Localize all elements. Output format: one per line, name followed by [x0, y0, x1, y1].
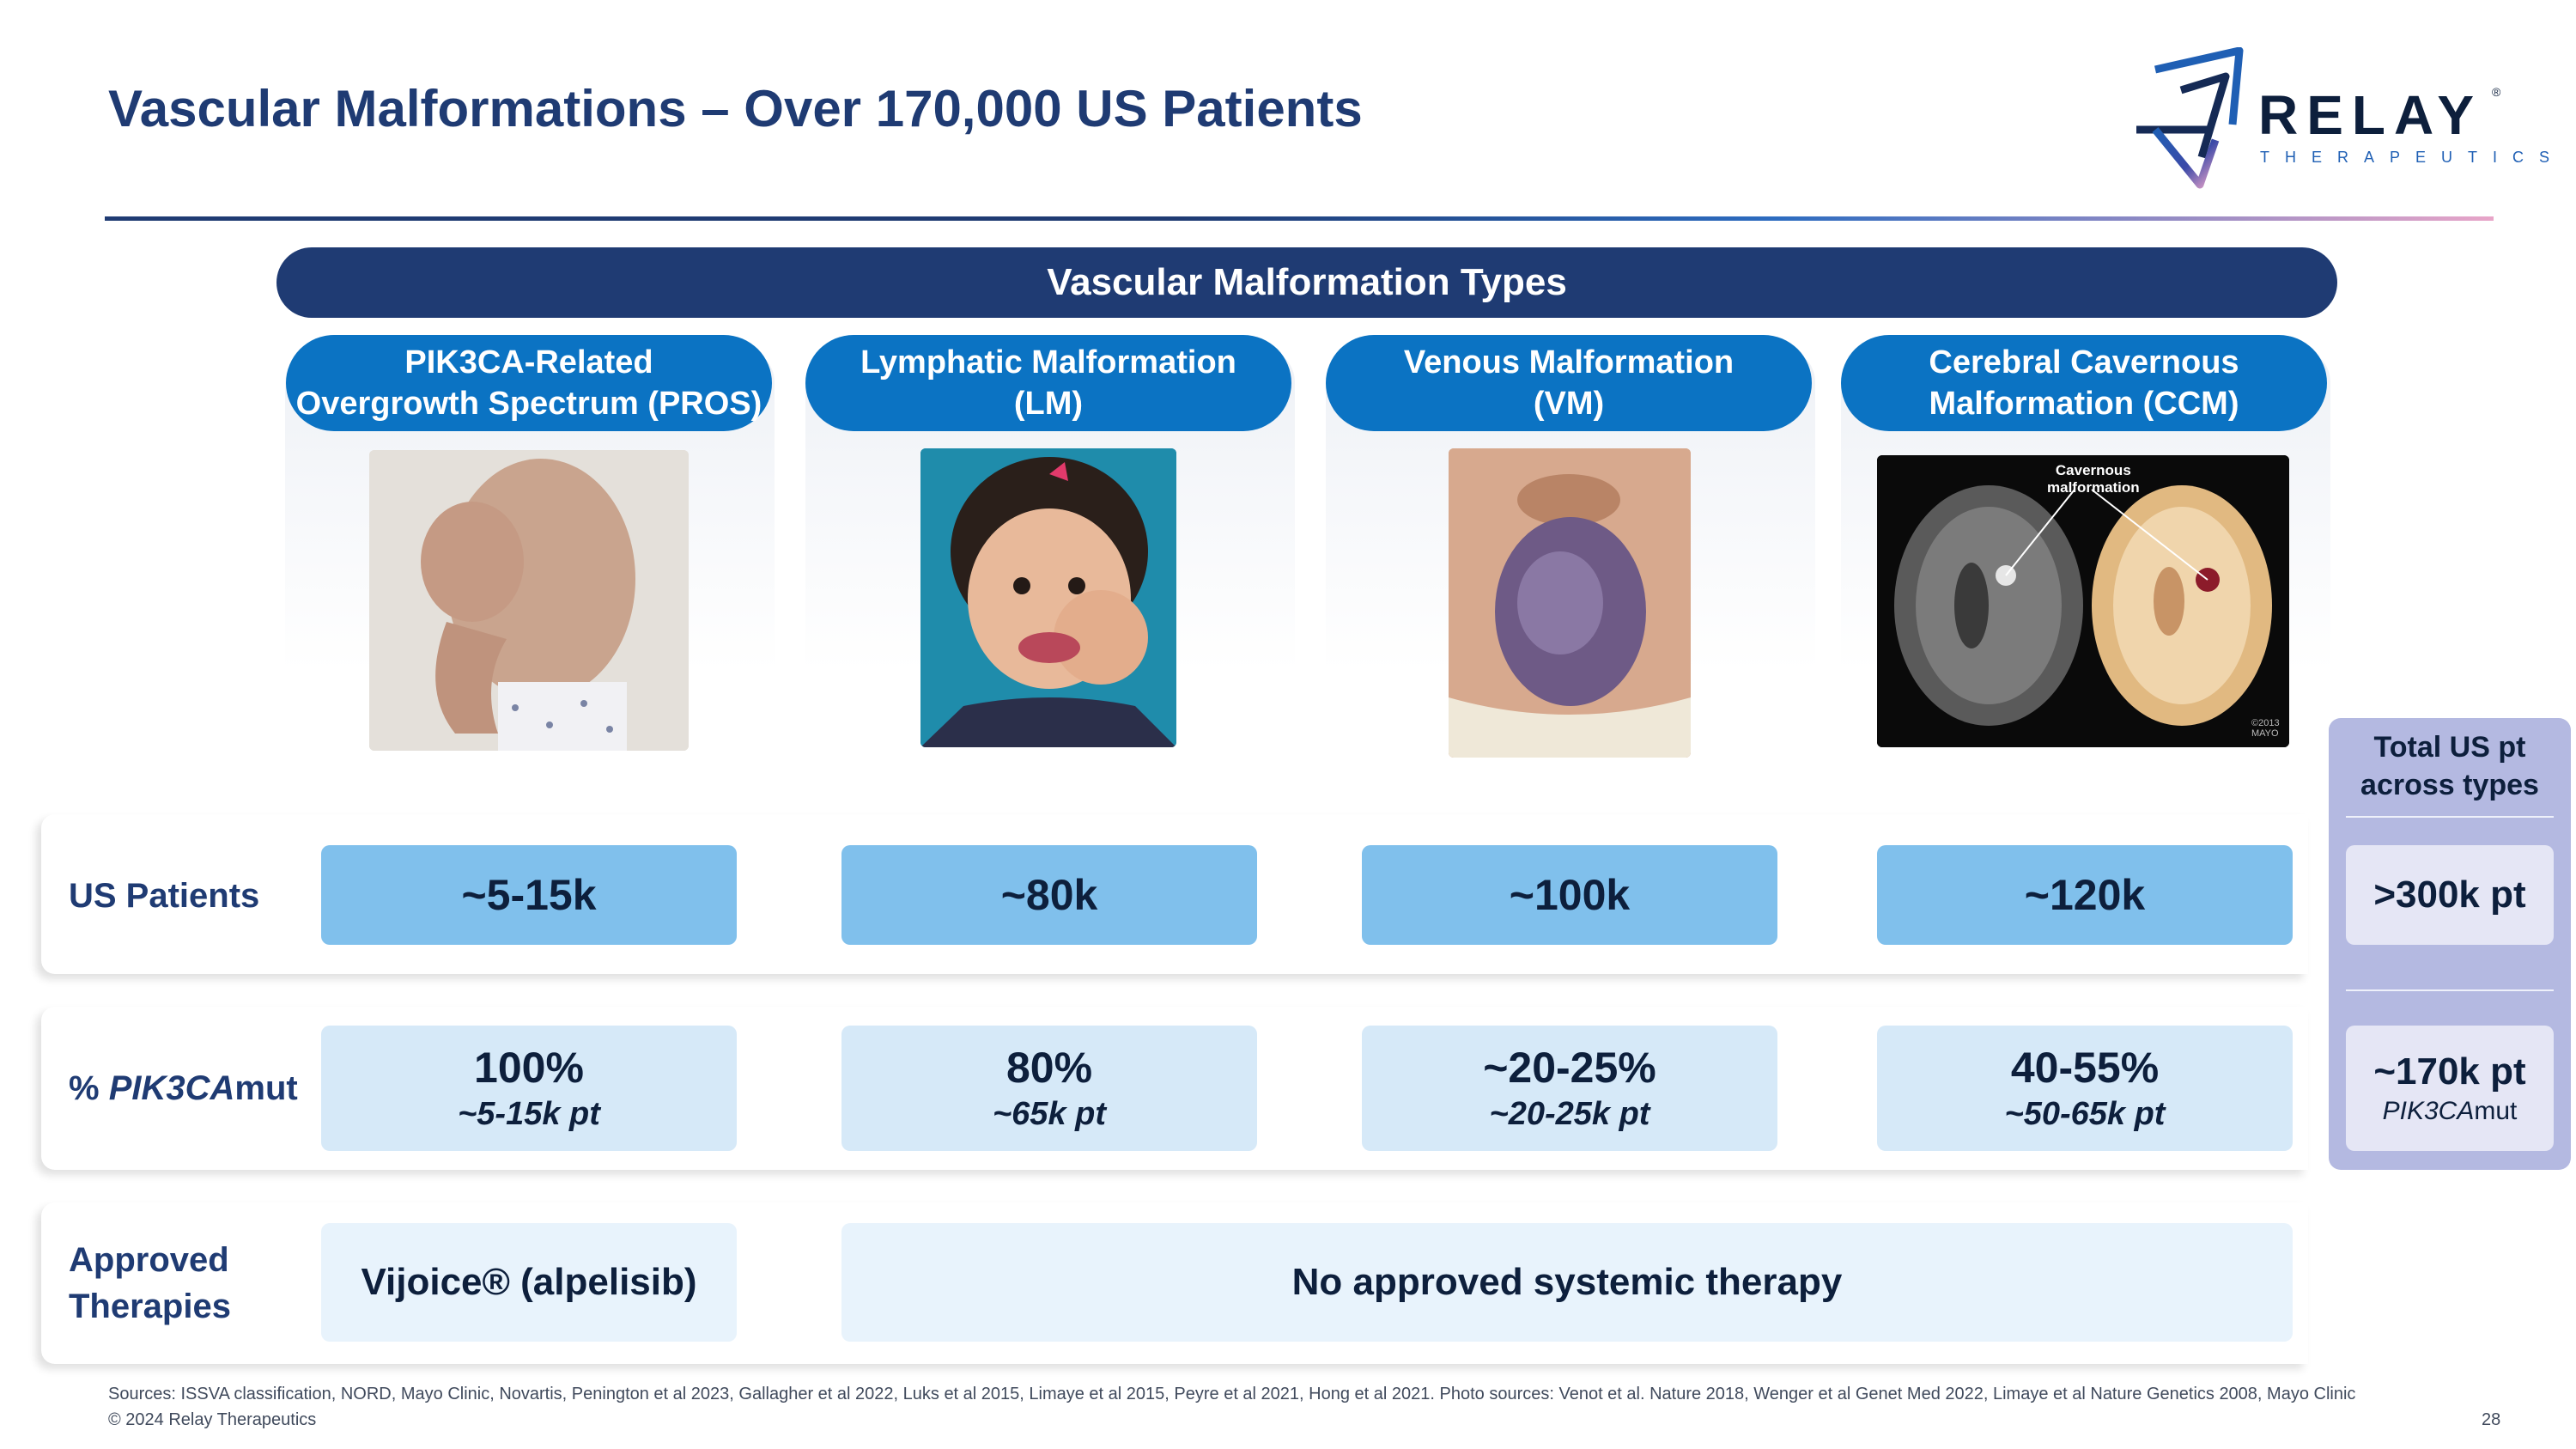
total-mut-suffix: mut	[2474, 1097, 2518, 1125]
column-header-pros: PIK3CA-Related Overgrowth Spectrum (PROS…	[286, 335, 772, 431]
logo-wordmark: RELAY	[2258, 84, 2483, 146]
pik3ca-percent: ~20-25%	[1483, 1044, 1656, 1092]
column-header-ccm: Cerebral Cavernous Malformation (CCM)	[1841, 335, 2327, 431]
therapy-others-value: No approved systemic therapy	[1291, 1261, 1843, 1303]
pik3ca-cell-pros: 100% ~5-15k pt	[321, 1026, 737, 1151]
total-divider	[2346, 816, 2554, 818]
ccm-photo-annotation: Cavernous malformation	[2047, 462, 2140, 496]
page-number: 28	[2482, 1410, 2501, 1429]
pik3ca-percent: 100%	[474, 1044, 584, 1092]
us-patients-cell-pros: ~5-15k	[321, 845, 737, 945]
us-patients-value: ~100k	[1509, 871, 1631, 919]
total-mut-value: ~170k pt	[2373, 1050, 2526, 1093]
therapy-cell-pros: Vijoice® (alpelisib)	[321, 1223, 737, 1342]
types-banner-label: Vascular Malformation Types	[1047, 261, 1567, 303]
column-header-line2: (VM)	[1533, 386, 1605, 422]
total-divider	[2346, 989, 2554, 991]
us-patients-value: ~5-15k	[461, 871, 597, 919]
ccm-annotation-line2: malformation	[2047, 479, 2140, 496]
ccm-annotation-line1: Cavernous	[2055, 462, 2131, 478]
ccm-mri-photo: Cavernous malformation ©2013 MAYO	[1877, 455, 2289, 747]
row-label-pik3ca-mut: % PIK3CAmut	[69, 1065, 298, 1111]
therapy-pros-value: Vijoice® (alpelisib)	[361, 1261, 697, 1303]
ccm-credit-line1: ©2013	[2251, 718, 2280, 728]
column-header-line2: Overgrowth Spectrum (PROS)	[295, 386, 762, 422]
total-us-value: >300k pt	[2373, 874, 2526, 916]
row-label-approved-therapies: Approved Therapies	[69, 1237, 231, 1330]
therapies-label-line1: Approved	[69, 1241, 229, 1279]
types-banner: Vascular Malformation Types	[276, 247, 2337, 318]
us-patients-cell-ccm: ~120k	[1877, 845, 2293, 945]
pik3ca-patients: ~20-25k pt	[1489, 1096, 1650, 1132]
vm-patient-photo	[1449, 448, 1691, 758]
pik3ca-label-prefix: %	[69, 1069, 109, 1107]
total-mut-caption: PIK3CAmut	[2383, 1095, 2518, 1128]
column-header-line1: Cerebral Cavernous	[1929, 344, 2239, 381]
total-pik3ca-mut: ~170k pt PIK3CAmut	[2346, 1026, 2554, 1151]
us-patients-cell-vm: ~100k	[1362, 845, 1777, 945]
column-header-line1: PIK3CA-Related	[404, 344, 653, 381]
pik3ca-label-gene: PIK3CA	[108, 1069, 235, 1107]
slide-title: Vascular Malformations – Over 170,000 US…	[108, 80, 1363, 137]
pik3ca-patients: ~5-15k pt	[458, 1096, 600, 1132]
pros-patient-photo	[369, 450, 689, 751]
ccm-credit-line2: MAYO	[2251, 728, 2279, 739]
therapies-label-line2: Therapies	[69, 1288, 231, 1325]
pik3ca-patients: ~65k pt	[992, 1096, 1107, 1132]
pik3ca-cell-lm: 80% ~65k pt	[841, 1026, 1257, 1151]
total-panel-heading: Total US pt across types	[2329, 728, 2571, 804]
total-heading-line2: across types	[2360, 769, 2539, 801]
lm-patient-photo	[920, 448, 1176, 747]
ccm-photo-credit: ©2013 MAYO	[2251, 718, 2280, 739]
total-heading-line1: Total US pt	[2373, 731, 2526, 764]
relay-logo: RELAY ® THERAPEUTICS	[2129, 47, 2549, 193]
column-header-line1: Lymphatic Malformation	[860, 344, 1236, 381]
column-header-line2: (LM)	[1013, 386, 1084, 422]
header-rule	[105, 216, 2494, 221]
logo-subtitle: THERAPEUTICS	[2260, 149, 2566, 166]
copyright: © 2024 Relay Therapeutics	[108, 1410, 317, 1429]
column-header-line2: Malformation (CCM)	[1929, 386, 2239, 422]
pik3ca-label-suffix: mut	[234, 1069, 298, 1107]
pik3ca-cell-ccm: 40-55% ~50-65k pt	[1877, 1026, 2293, 1151]
pik3ca-percent: 40-55%	[2010, 1044, 2160, 1092]
column-header-lm: Lymphatic Malformation (LM)	[805, 335, 1291, 431]
total-mut-gene: PIK3CA	[2382, 1097, 2475, 1125]
pik3ca-percent: 80%	[1005, 1044, 1093, 1092]
us-patients-value: ~80k	[1000, 871, 1098, 919]
logo-registered: ®	[2492, 85, 2501, 99]
column-header-line1: Venous Malformation	[1403, 344, 1735, 381]
us-patients-cell-lm: ~80k	[841, 845, 1257, 945]
therapy-cell-others: No approved systemic therapy	[841, 1223, 2293, 1342]
pik3ca-patients: ~50-65k pt	[2004, 1096, 2166, 1132]
sources-footnote: Sources: ISSVA classification, NORD, May…	[108, 1385, 2356, 1403]
us-patients-value: ~120k	[2024, 871, 2146, 919]
total-us-patients: >300k pt	[2346, 845, 2554, 945]
column-header-vm: Venous Malformation (VM)	[1326, 335, 1812, 431]
pik3ca-cell-vm: ~20-25% ~20-25k pt	[1362, 1026, 1777, 1151]
relay-mark-icon	[2136, 47, 2244, 189]
row-label-us-patients: US Patients	[69, 877, 260, 915]
